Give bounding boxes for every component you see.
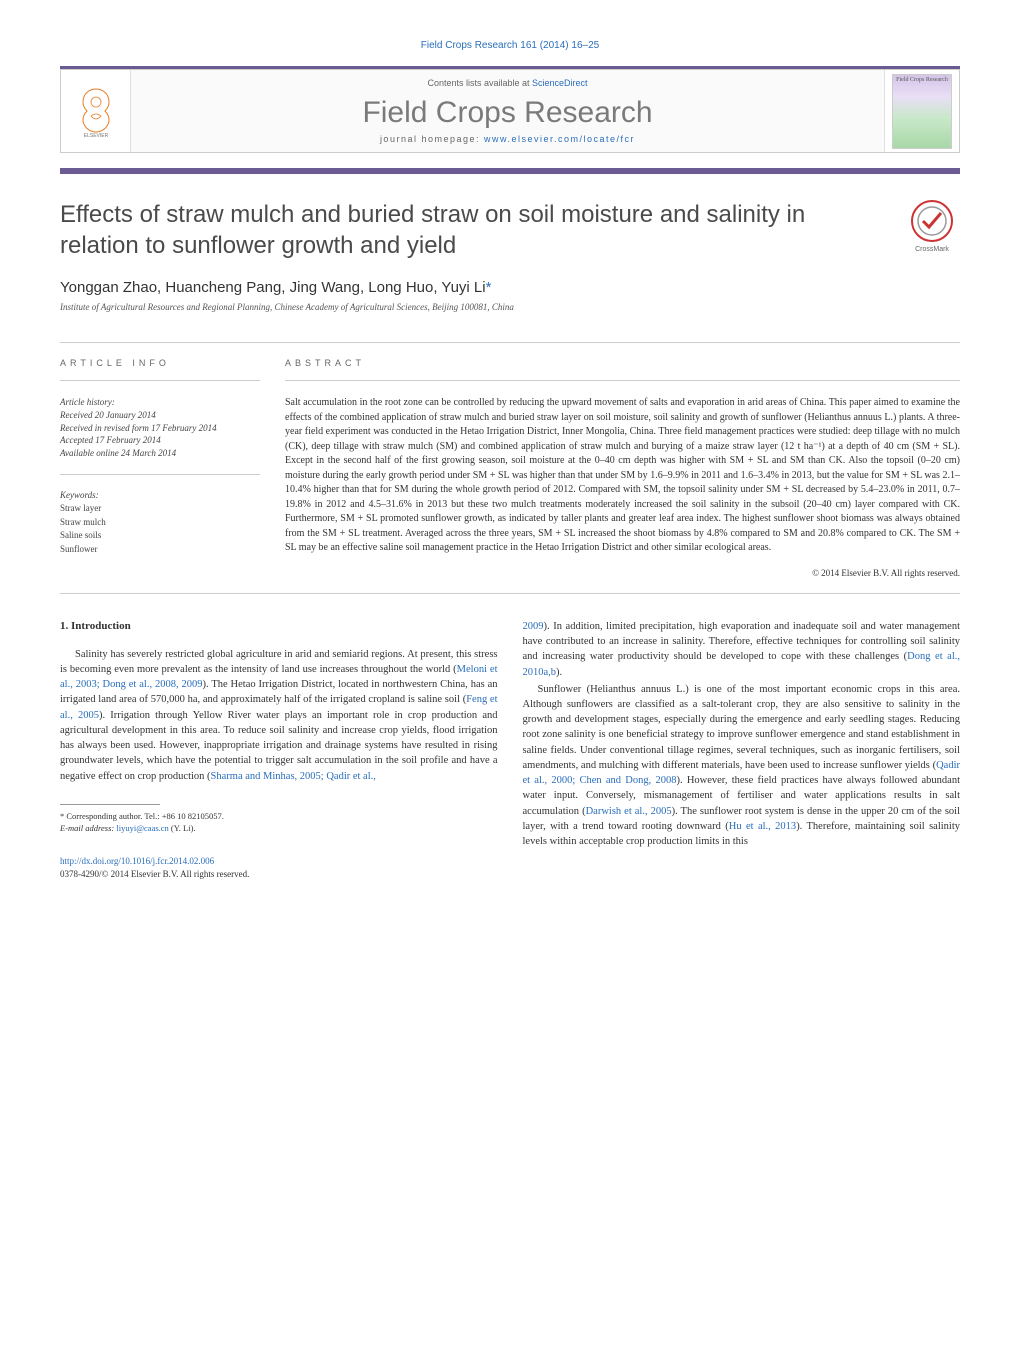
abstract-column: ABSTRACT Salt accumulation in the root z…	[285, 358, 960, 578]
author-names: Yonggan Zhao, Huancheng Pang, Jing Wang,…	[60, 279, 486, 296]
body-text: ).	[556, 667, 562, 678]
body-text: Sunflower (Helianthus annuus L.) is one …	[523, 684, 961, 771]
journal-cover-box: Field Crops Research	[884, 70, 959, 152]
abstract-divider	[285, 380, 960, 381]
email-suffix: (Y. Li).	[169, 823, 196, 833]
abstract-text: Salt accumulation in the root zone can b…	[285, 396, 960, 556]
footer-links: http://dx.doi.org/10.1016/j.fcr.2014.02.…	[60, 855, 498, 881]
article-title: Effects of straw mulch and buried straw …	[60, 199, 890, 261]
history-accepted: Accepted 17 February 2014	[60, 434, 260, 447]
contents-lists-text: Contents lists available at ScienceDirec…	[131, 78, 884, 88]
bottom-purple-bar	[60, 168, 960, 174]
keywords-divider	[60, 474, 260, 475]
keyword-item: Straw mulch	[60, 516, 260, 530]
intro-paragraph-1: Salinity has severely restricted global …	[60, 647, 498, 784]
publisher-logo-box: ELSEVIER	[61, 70, 131, 152]
corresponding-author-note: * Corresponding author. Tel.: +86 10 821…	[60, 811, 498, 823]
homepage-prefix: journal homepage:	[380, 134, 484, 144]
issn-copyright: 0378-4290/© 2014 Elsevier B.V. All right…	[60, 868, 498, 881]
history-online: Available online 24 March 2014	[60, 447, 260, 460]
body-columns: 1. Introduction Salinity has severely re…	[60, 619, 960, 881]
svg-text:CrossMark: CrossMark	[915, 246, 949, 253]
citation-link[interactable]: Darwish et al., 2005	[586, 806, 672, 817]
intro-paragraph-1-cont: 2009). In addition, limited precipitatio…	[523, 619, 961, 680]
keyword-item: Straw layer	[60, 502, 260, 516]
elsevier-logo-icon: ELSEVIER	[71, 84, 121, 139]
history-label: Article history:	[60, 396, 260, 409]
keywords-list: Straw layer Straw mulch Saline soils Sun…	[60, 502, 260, 556]
journal-homepage-link[interactable]: www.elsevier.com/locate/fcr	[484, 134, 635, 144]
article-history: Article history: Received 20 January 201…	[60, 396, 260, 459]
article-info-column: ARTICLE INFO Article history: Received 2…	[60, 358, 260, 578]
journal-header: ELSEVIER Contents lists available at Sci…	[60, 69, 960, 153]
copyright-line: © 2014 Elsevier B.V. All rights reserved…	[285, 568, 960, 578]
intro-paragraph-2: Sunflower (Helianthus annuus L.) is one …	[523, 682, 961, 849]
abstract-heading: ABSTRACT	[285, 358, 960, 368]
svg-text:ELSEVIER: ELSEVIER	[83, 133, 108, 139]
authors-list: Yonggan Zhao, Huancheng Pang, Jing Wang,…	[60, 279, 960, 296]
section-1-heading: 1. Introduction	[60, 619, 498, 635]
citation-link[interactable]: Sharma and Minhas, 2005; Qadir et al.,	[211, 771, 376, 782]
contents-prefix: Contents lists available at	[427, 78, 532, 88]
citation-link[interactable]: 2009	[523, 621, 544, 632]
keyword-item: Saline soils	[60, 529, 260, 543]
sciencedirect-link[interactable]: ScienceDirect	[532, 78, 588, 88]
keyword-item: Sunflower	[60, 543, 260, 557]
email-label: E-mail address:	[60, 823, 116, 833]
footnotes: * Corresponding author. Tel.: +86 10 821…	[60, 811, 498, 835]
journal-name: Field Crops Research	[131, 96, 884, 130]
crossmark-icon[interactable]: CrossMark	[905, 199, 960, 254]
info-divider	[60, 380, 260, 381]
email-link[interactable]: liyuyi@caas.cn	[116, 823, 168, 833]
corresponding-mark: *	[486, 279, 492, 296]
body-text: Salinity has severely restricted global …	[60, 649, 498, 675]
journal-citation: Field Crops Research 161 (2014) 16–25	[60, 40, 960, 51]
article-info-heading: ARTICLE INFO	[60, 358, 260, 368]
journal-homepage-line: journal homepage: www.elsevier.com/locat…	[131, 134, 884, 144]
keywords-label: Keywords:	[60, 490, 260, 500]
body-column-left: 1. Introduction Salinity has severely re…	[60, 619, 498, 881]
section-divider	[60, 342, 960, 343]
body-text: ). In addition, limited precipitation, h…	[523, 621, 961, 662]
affiliation: Institute of Agricultural Resources and …	[60, 302, 960, 312]
journal-cover-icon: Field Crops Research	[892, 74, 952, 149]
history-revised: Received in revised form 17 February 201…	[60, 422, 260, 435]
footnote-separator	[60, 804, 160, 805]
email-line: E-mail address: liyuyi@caas.cn (Y. Li).	[60, 823, 498, 835]
doi-link[interactable]: http://dx.doi.org/10.1016/j.fcr.2014.02.…	[60, 856, 214, 866]
body-divider	[60, 593, 960, 594]
history-received: Received 20 January 2014	[60, 409, 260, 422]
body-column-right: 2009). In addition, limited precipitatio…	[523, 619, 961, 881]
citation-link[interactable]: Hu et al., 2013	[729, 821, 796, 832]
